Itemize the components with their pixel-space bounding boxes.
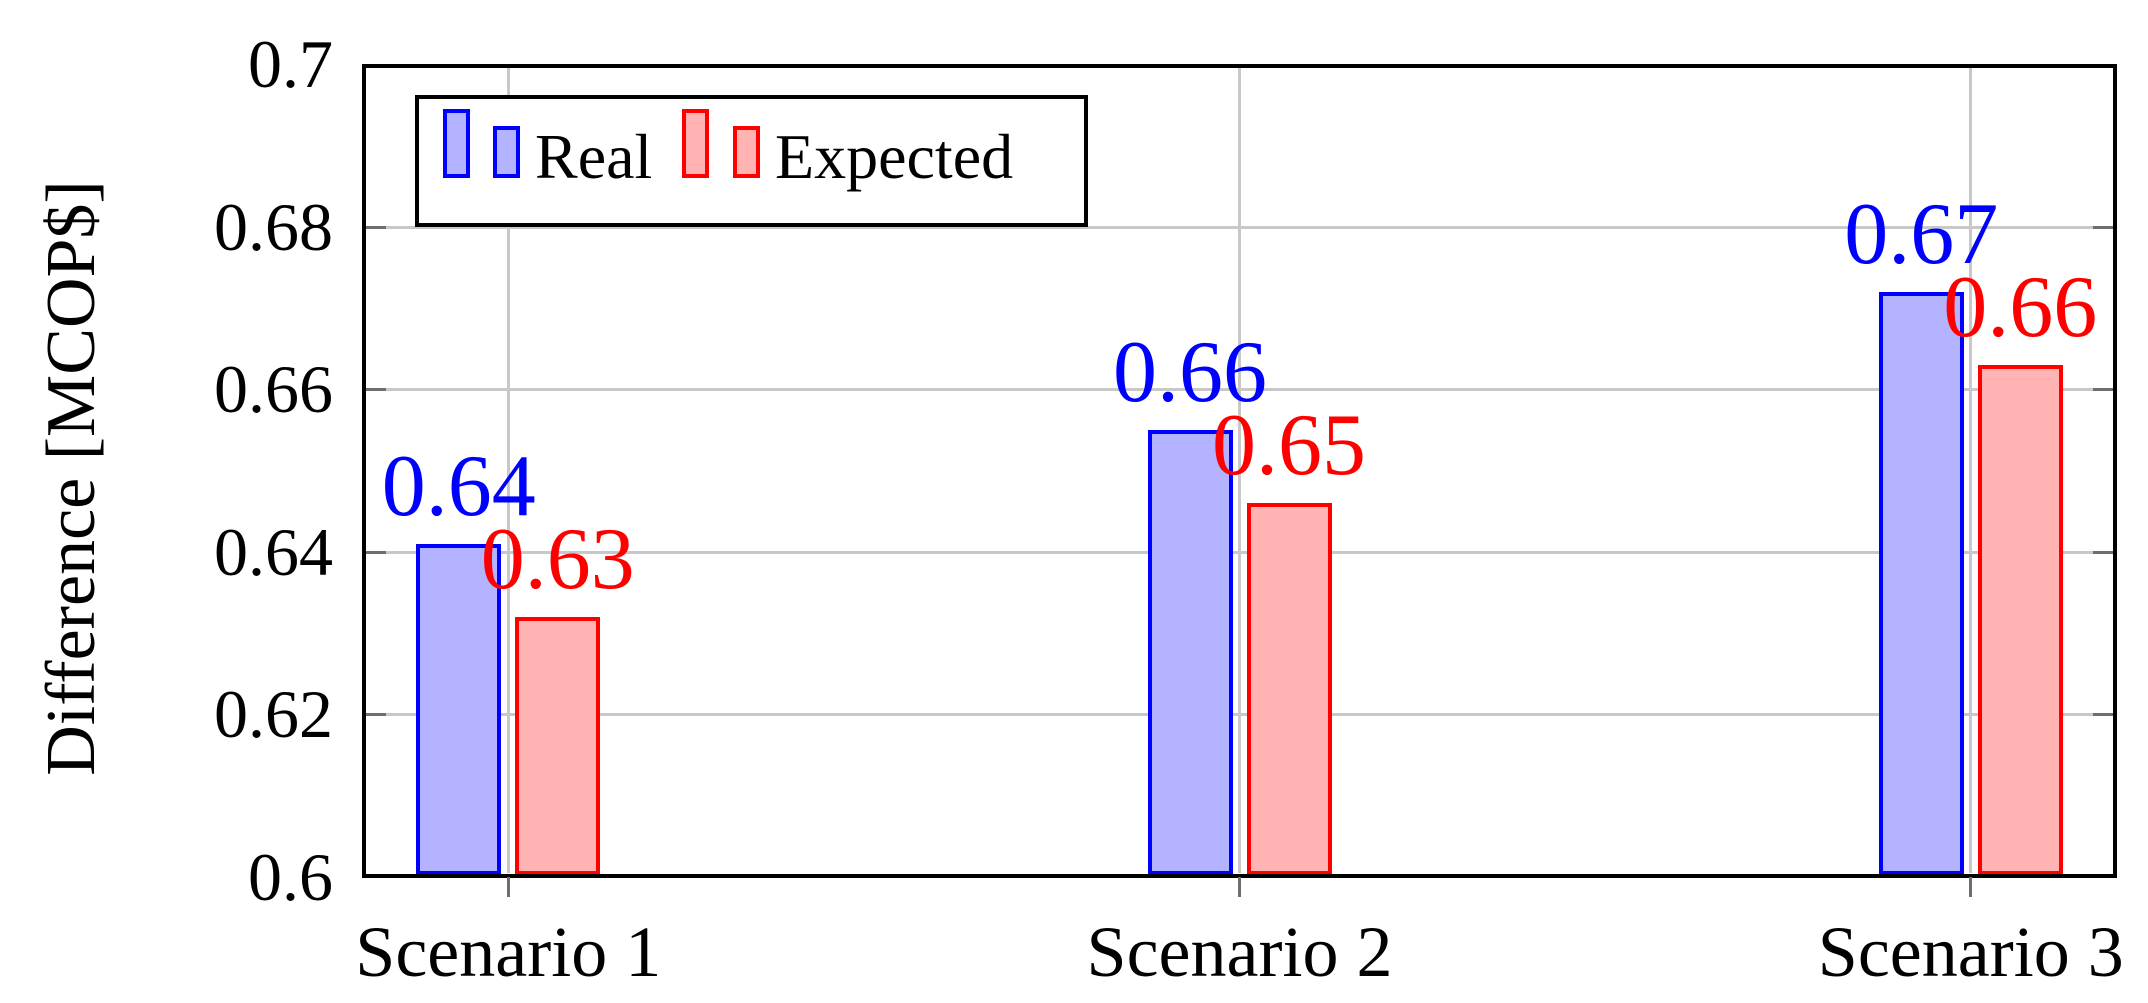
v-gridline: [506, 68, 510, 873]
bar-expected-3: [1977, 364, 2063, 875]
x-tick-mark: [1238, 877, 1241, 897]
legend-swatch-real-short: [493, 126, 520, 178]
legend: Real Expected: [415, 95, 1088, 227]
value-label-real-3: 0.67: [1844, 185, 1999, 283]
y-tick-mark-right: [2093, 713, 2113, 717]
x-tick-mark: [1969, 877, 1973, 897]
value-label-real-1: 0.64: [381, 437, 536, 535]
legend-swatch-real-tall: [443, 109, 470, 178]
y-tick-mark-right: [2093, 550, 2113, 554]
value-label-real-2: 0.66: [1113, 323, 1267, 421]
y-tick-label: 0.66: [214, 351, 333, 428]
x-tick-mark: [506, 877, 510, 897]
y-tick-mark-left: [366, 388, 386, 392]
value-label-expected-1: 0.63: [480, 510, 635, 608]
y-tick-mark-right: [2093, 225, 2113, 229]
legend-label-expected: Expected: [775, 121, 1014, 192]
v-gridline: [1238, 68, 1241, 873]
y-tick-mark-left: [366, 550, 386, 554]
legend-label-real: Real: [535, 121, 653, 192]
value-label-expected-2: 0.65: [1212, 397, 1366, 495]
y-tick-mark-right: [2093, 388, 2113, 392]
x-category-label: Scenario 1: [355, 912, 662, 992]
y-tick-label: 0.6: [248, 839, 333, 915]
bar-real-3: [1878, 291, 1964, 875]
legend-swatch-expected-short: [733, 126, 760, 178]
y-tick-label: 0.7: [248, 26, 333, 102]
bar-expected-2: [1246, 503, 1332, 875]
y-tick-label: 0.64: [214, 513, 333, 590]
bar-real-2: [1147, 429, 1233, 875]
y-tick-label: 0.68: [214, 188, 333, 265]
y-tick-label: 0.62: [214, 676, 333, 753]
value-label-expected-3: 0.66: [1943, 258, 2098, 356]
y-tick-mark-left: [366, 225, 386, 229]
x-category-label: Scenario 2: [1086, 912, 1393, 992]
y-axis-label: Difference [MCOP$]: [33, 180, 110, 776]
y-tick-mark-left: [366, 713, 386, 717]
v-gridline: [1969, 68, 1973, 873]
bar-real-1: [416, 543, 502, 875]
x-category-label: Scenario 3: [1817, 912, 2124, 992]
legend-swatch-expected-tall: [682, 109, 709, 178]
bar-expected-1: [515, 616, 601, 875]
